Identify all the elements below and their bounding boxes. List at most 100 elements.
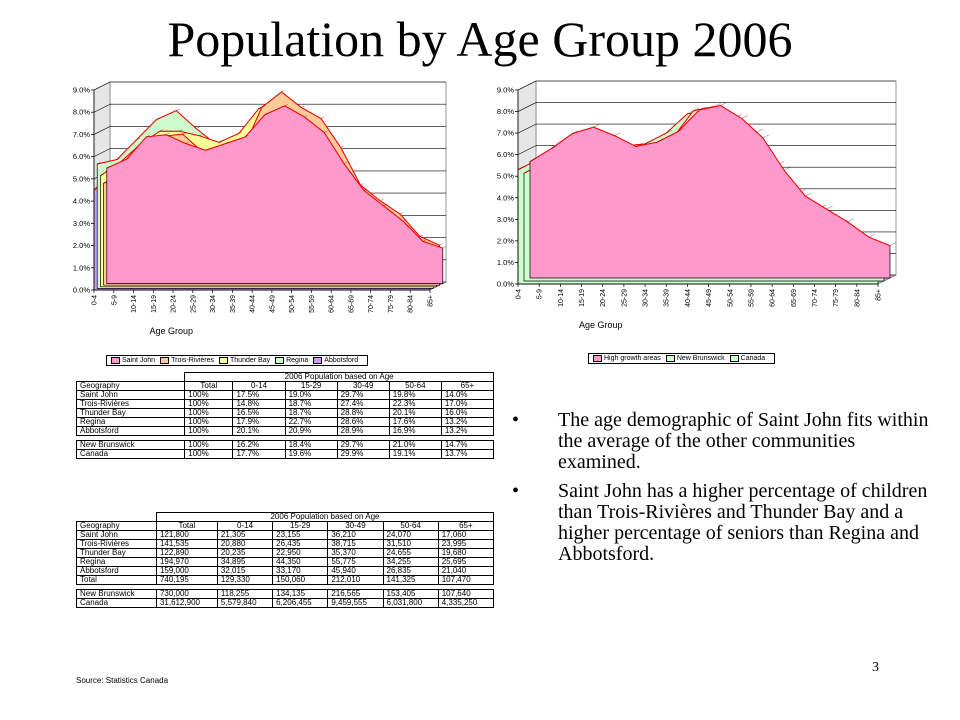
data-point-edge: [156, 117, 160, 120]
value-cell: 100%: [184, 449, 234, 459]
data-point-edge: [179, 129, 183, 132]
legend-swatch: [275, 357, 285, 364]
value-cell: 740,195: [155, 575, 218, 585]
x-tick-label: 5-9: [111, 295, 118, 305]
geography-cell: Canada: [76, 598, 157, 608]
data-point-edge: [756, 129, 764, 133]
legend-item: Trois-Rivières: [160, 357, 214, 364]
bullet-item: • Saint John has a higher percentage of c…: [512, 481, 932, 565]
value-cell: 4,335,250: [437, 598, 495, 608]
x-tick-label: 20-24: [600, 289, 607, 307]
table-caption-row: 2006 Population based on Age: [77, 512, 495, 522]
x-tick-label: 10-14: [558, 289, 565, 307]
table-row: Saint John 121,800 21,305 23,155 36,210 24,07…: [76, 530, 495, 540]
x-tick-label: 25-29: [190, 295, 197, 313]
bullet-dot-icon: •: [512, 480, 520, 502]
data-point-edge: [195, 126, 200, 129]
x-tick-label: 60-64: [329, 295, 336, 313]
data-point-edge: [741, 115, 748, 119]
legend-item: Abbotsford: [313, 357, 358, 364]
data-point-edge: [97, 162, 101, 165]
y-tick-label: 8.0%: [497, 107, 514, 116]
table-caption: 2006 Population based on Age: [184, 372, 494, 382]
data-point-edge: [442, 246, 447, 249]
data-point-edge: [185, 141, 190, 144]
data-point-edge: [762, 134, 770, 139]
data-point-edge: [264, 112, 269, 115]
bullet-dot-icon: •: [512, 409, 520, 431]
x-tick-label: 10-14: [131, 295, 138, 313]
bullet-item: • The age demographic of Saint John fits …: [512, 410, 932, 473]
population-count-table: 2006 Population based on Age Geography Tot…: [76, 512, 495, 608]
legend-item: Saint John: [111, 357, 155, 364]
bullet-text: Saint John has a higher percentage of ch…: [558, 480, 928, 565]
data-point-edge: [320, 116, 325, 119]
data-point-edge: [714, 103, 721, 107]
data-point-edge: [93, 188, 98, 191]
data-point-edge: [666, 129, 673, 134]
data-point-edge: [340, 145, 345, 148]
area-chart-communities: 0.0% 1.0% 2.0% 3.0% 4.0% 5.0% 6.0% 7.0% 8.0% 9.0%…: [72, 74, 452, 364]
data-point-edge: [847, 218, 854, 223]
y-tick-label: 1.0%: [497, 258, 514, 267]
legend-label: Saint John: [122, 357, 156, 364]
data-point-edge: [551, 145, 558, 149]
value-cell: 20.1%: [232, 426, 286, 436]
x-axis-label: Age Group: [579, 320, 623, 330]
data-point-edge: [419, 234, 424, 237]
data-point-edge: [784, 167, 791, 171]
data-point-edge: [383, 204, 387, 206]
data-point-edge: [360, 183, 364, 186]
x-tick-label: 80-84: [408, 295, 415, 313]
x-tick-label: 65-69: [348, 295, 355, 313]
data-point-edge: [238, 131, 243, 134]
value-cell: 13.7%: [440, 449, 495, 459]
data-point-edge: [805, 192, 812, 197]
chart-legend-communities: Saint John Trois-Rivières Thunder Bay Regin…: [106, 355, 369, 366]
value-cell: 29.9%: [336, 449, 390, 459]
gridline: [517, 80, 537, 91]
legend-label: High growth areas: [604, 355, 661, 362]
x-tick-label: 30-34: [210, 295, 217, 313]
table-row: New Brunswick 730,000 118,255 134,135 216,56…: [76, 589, 495, 599]
data-point-edge: [126, 157, 130, 160]
y-tick-label: 1.0%: [73, 263, 90, 272]
x-tick-label: 20-24: [171, 295, 178, 313]
legend-swatch: [219, 357, 229, 364]
table-row: Total 740,195 129,330 150,060 212,010 141,325…: [76, 575, 495, 585]
x-tick-label: 70-74: [812, 289, 819, 307]
data-point-edge: [343, 161, 348, 164]
area-chart-regions: 0.0% 1.0% 2.0% 3.0% 4.0% 5.0% 6.0% 7.0% 8.0% 9.0%…: [496, 74, 916, 354]
x-tick-label: 55-59: [748, 289, 755, 307]
y-tick-label: 4.0%: [73, 197, 90, 206]
y-tick-label: 2.0%: [73, 241, 90, 250]
data-point-edge: [656, 139, 664, 143]
y-tick-label: 2.0%: [497, 236, 514, 245]
x-tick-label: 0-4: [92, 295, 99, 305]
value-cell: 6,031,800: [382, 598, 439, 608]
y-tick-label: 5.0%: [497, 172, 514, 181]
y-tick-label: 7.0%: [73, 130, 90, 139]
value-cell: 107,470: [437, 575, 495, 585]
value-cell: 28.9%: [336, 426, 390, 436]
legend-item: Canada: [729, 355, 765, 362]
y-tick-label: 9.0%: [497, 86, 514, 95]
data-point-edge: [363, 188, 368, 191]
gridline: [93, 103, 111, 113]
data-point-edge: [284, 104, 288, 106]
value-cell: 5,579,840: [216, 598, 274, 608]
x-tick-label: 55-59: [309, 295, 316, 313]
legend-swatch: [593, 355, 602, 362]
series-line: [529, 105, 891, 247]
data-point-edge: [199, 133, 203, 136]
chart-legend-regions: High growth areas New Brunswick Canada: [588, 353, 776, 364]
table-row: Canada 31,612,900 5,579,840 6,206,455 9,459,…: [76, 598, 495, 608]
legend-label: Thunder Bay: [230, 357, 271, 364]
table-row: Abbotsford 100% 20.1% 20.9% 28.9% 16.9% 13.2%: [75, 426, 495, 436]
data-point-edge: [136, 137, 140, 140]
data-point-edge: [422, 239, 427, 242]
bullet-list: • The age demographic of Saint John fits …: [512, 410, 932, 573]
data-point-edge: [106, 166, 111, 169]
x-tick-label: 35-39: [664, 289, 671, 307]
y-tick-label: 3.0%: [73, 219, 90, 228]
